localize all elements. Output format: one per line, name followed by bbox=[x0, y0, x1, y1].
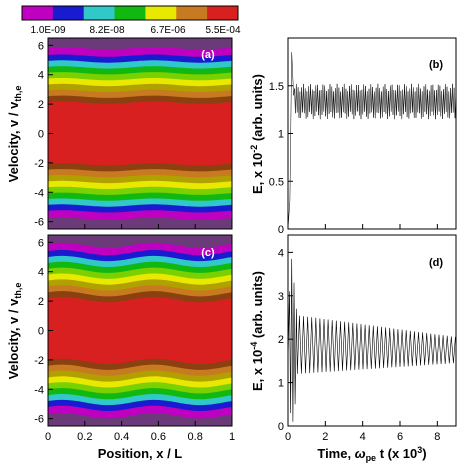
x-tick-label: 0 bbox=[45, 431, 51, 443]
x-tick-label: 2 bbox=[322, 431, 328, 443]
y-tick-label: 4 bbox=[38, 70, 44, 82]
colorbar: 1.0E-09 8.2E-08 6.7E-06 5.5E-04 bbox=[21, 5, 241, 36]
x-tick-label: 4 bbox=[360, 431, 366, 443]
panel-label-b: (b) bbox=[429, 59, 443, 71]
x-tick-label: 0.4 bbox=[114, 431, 129, 443]
panel-b: 0 0.5 1 1.5 (b) E, x 10-2 (arb. units) bbox=[249, 37, 457, 236]
x-tick-label: 0.6 bbox=[151, 431, 166, 443]
series-d bbox=[287, 258, 456, 422]
y-axis-label-b: E, x 10-2 (arb. units) bbox=[249, 74, 265, 194]
colorbar-swatch bbox=[114, 6, 146, 20]
y-tick-label: 0 bbox=[278, 224, 284, 236]
y-tick-label: 1 bbox=[278, 378, 284, 390]
heatmap-c bbox=[48, 235, 232, 426]
series-line bbox=[287, 52, 457, 230]
y-tick-label: -4 bbox=[34, 384, 44, 396]
y-tick-label: -4 bbox=[34, 187, 44, 199]
y-axis-label-c: Velocity, v / vth,e bbox=[6, 283, 23, 380]
y-tick-label: 3 bbox=[278, 291, 284, 303]
colorbar-swatch bbox=[176, 6, 208, 20]
x-tick-label: 0.2 bbox=[77, 431, 92, 443]
y-tick-label: -6 bbox=[34, 414, 44, 426]
colorbar-swatches bbox=[21, 5, 239, 21]
heatmap-band bbox=[48, 305, 232, 356]
colorbar-swatch bbox=[83, 6, 116, 20]
y-tick-label: 2 bbox=[38, 99, 44, 111]
y-tick-label: 4 bbox=[38, 267, 44, 279]
y-tick-label: 6 bbox=[38, 237, 44, 249]
colorbar-labels: 1.0E-09 8.2E-08 6.7E-06 5.5E-04 bbox=[30, 25, 240, 36]
y-tick-label: 1.5 bbox=[269, 81, 284, 93]
colorbar-label: 6.7E-06 bbox=[150, 25, 185, 36]
colorbar-swatch bbox=[145, 6, 177, 20]
y-tick-label: -6 bbox=[34, 217, 44, 229]
x-axis-label-right: Time, ωpe t (x 103) bbox=[317, 445, 426, 463]
y-tick-label: 1 bbox=[278, 129, 284, 141]
x-tick-label: 0 bbox=[285, 431, 291, 443]
colorbar-label: 8.2E-08 bbox=[89, 25, 124, 36]
y-tick-label: 0.5 bbox=[269, 176, 284, 188]
series-b bbox=[287, 52, 457, 230]
y-axis-label-a: Velocity, v / vth,e bbox=[6, 86, 23, 183]
colorbar-swatch bbox=[207, 6, 239, 20]
series-line bbox=[287, 258, 456, 422]
panel-d: 0 1 2 3 4 0 2 4 6 8 (d) E, x 10-4 (arb. units) Ti… bbox=[249, 234, 457, 463]
heatmap-a bbox=[48, 38, 232, 229]
y-tick-label: 0 bbox=[38, 129, 44, 141]
y-tick-label: 0 bbox=[38, 326, 44, 338]
x-tick-label: 8 bbox=[434, 431, 440, 443]
y-tick-label: 6 bbox=[38, 40, 44, 52]
panel-label-d: (d) bbox=[429, 257, 443, 269]
y-tick-label: 2 bbox=[278, 334, 284, 346]
panel-label-c: (c) bbox=[201, 247, 215, 259]
colorbar-frame bbox=[21, 5, 239, 21]
colorbar-label: 5.5E-04 bbox=[205, 25, 240, 36]
ticks-a: 6 4 2 0 -2 -4 -6 bbox=[34, 40, 233, 229]
x-tick-label: 1 bbox=[229, 431, 235, 443]
panel-a: 6 4 2 0 -2 -4 -6 (a) bbox=[34, 37, 233, 230]
heatmap-band bbox=[48, 110, 232, 157]
ticks-d: 0 1 2 3 4 0 2 4 6 8 bbox=[278, 247, 441, 443]
ticks-b: 0 0.5 1 1.5 bbox=[269, 81, 438, 236]
y-axis-label-d: E, x 10-4 (arb. units) bbox=[249, 271, 265, 391]
y-tick-label: 4 bbox=[278, 247, 284, 259]
x-tick-label: 0.8 bbox=[188, 431, 203, 443]
frame-d bbox=[287, 234, 457, 427]
y-tick-label: -2 bbox=[34, 158, 44, 170]
y-tick-label: 2 bbox=[38, 296, 44, 308]
panel-label-a: (a) bbox=[201, 49, 215, 61]
colorbar-swatch bbox=[52, 6, 85, 20]
x-tick-label: 6 bbox=[397, 431, 403, 443]
y-tick-label: 0 bbox=[278, 421, 284, 433]
colorbar-label: 1.0E-09 bbox=[30, 25, 65, 36]
y-tick-label: -2 bbox=[34, 355, 44, 367]
x-axis-label-left: Position, x / L bbox=[98, 446, 183, 461]
colorbar-swatch bbox=[22, 6, 54, 20]
